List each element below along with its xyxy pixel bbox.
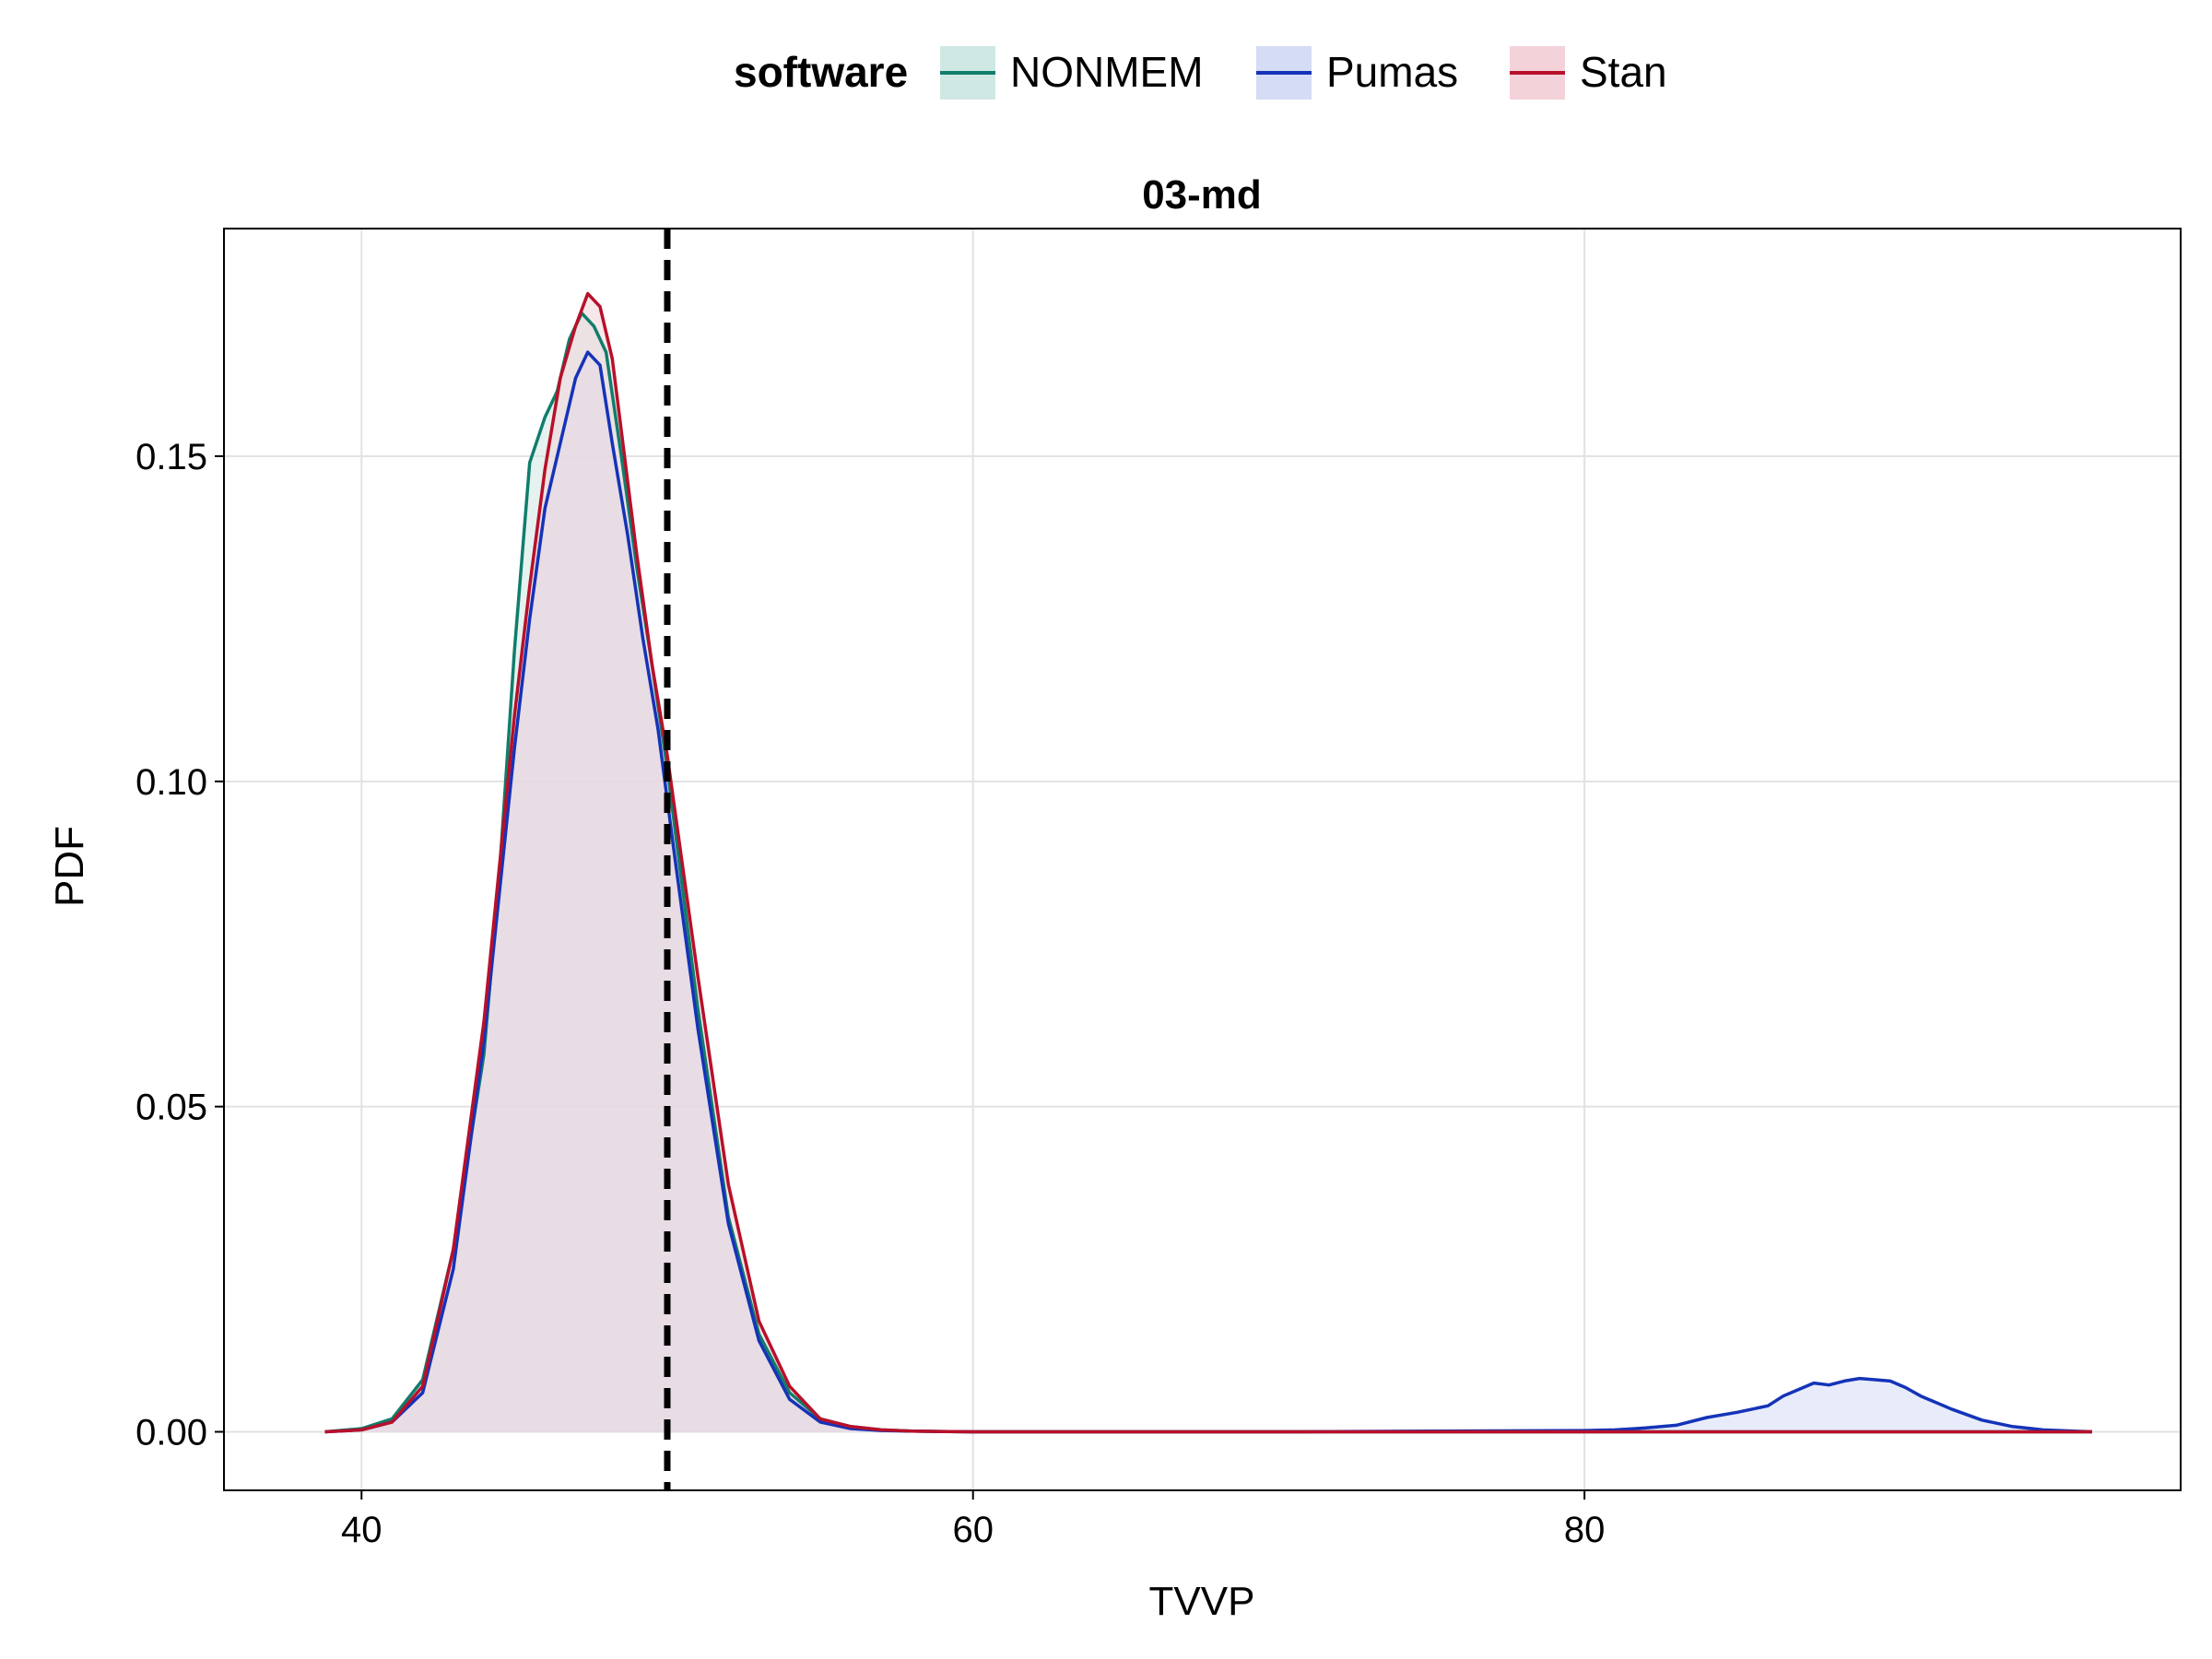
x-tick-label-60: 60 — [952, 1510, 994, 1550]
legend-title: software — [734, 48, 908, 96]
y-axis: 0.00 0.05 0.10 0.15 — [135, 437, 224, 1453]
y-tick-label-0.10: 0.10 — [135, 762, 207, 803]
legend-label-pumas: Pumas — [1326, 48, 1458, 96]
plot-frame — [223, 228, 2182, 1491]
x-axis-label: TVVP — [1149, 1579, 1255, 1624]
legend-label-stan: Stan — [1580, 48, 1667, 96]
y-tick-label-0.15: 0.15 — [135, 437, 207, 477]
x-axis: 40 60 80 — [341, 1490, 1605, 1550]
line-stan — [324, 291, 2092, 1434]
x-tick-label-80: 80 — [1564, 1510, 1606, 1550]
legend-label-nonmem: NONMEM — [1010, 48, 1204, 96]
density-lines — [324, 291, 2092, 1434]
chart-title: 03-md — [1142, 172, 1262, 218]
y-tick-label-0.05: 0.05 — [135, 1088, 207, 1128]
density-areas — [324, 293, 2092, 1432]
x-tick-label-40: 40 — [341, 1510, 382, 1550]
y-tick-label-0.00: 0.00 — [135, 1412, 207, 1453]
area-stan — [324, 293, 2092, 1432]
y-axis-label: PDF — [47, 826, 92, 907]
legend: software NONMEM Pumas Stan — [734, 46, 1667, 100]
